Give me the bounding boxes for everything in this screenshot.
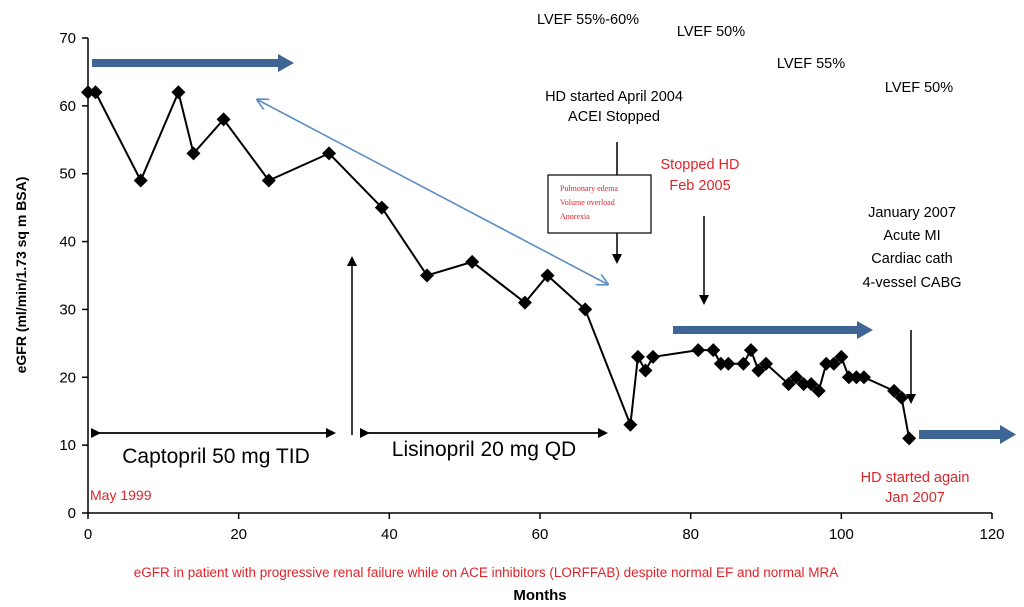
x-tick-label: 120 (979, 526, 1004, 543)
data-point (736, 356, 751, 371)
y-tick-label: 40 (59, 234, 76, 251)
thin-double-arrow (258, 100, 607, 284)
lisinopril-label: Lisinopril 20 mg QD (392, 438, 576, 461)
hd-again-line-2: Jan 2007 (885, 490, 945, 506)
data-point (691, 343, 706, 358)
ticks: 0 10 20 30 40 50 60 70 0 20 40 60 80 100 120 (59, 30, 1004, 543)
y-axis-title: eGFR (ml/min/1.73 sq m BSA) (13, 177, 29, 374)
symptom-line-3: Anorexia (560, 212, 590, 221)
caption: eGFR in patient with progressive renal f… (134, 565, 839, 580)
lvef-label-2: LVEF 50% (677, 24, 745, 40)
y-tick-label: 70 (59, 30, 76, 47)
data-point (804, 377, 819, 392)
data-point (638, 363, 653, 378)
jan-2007-line-2: Acute MI (883, 228, 940, 244)
data-point (887, 383, 902, 398)
data-point (796, 377, 811, 392)
jan-2007-line-1: January 2007 (868, 205, 956, 221)
thick-arrows (92, 54, 1016, 444)
data-point (517, 295, 532, 310)
data-point (789, 370, 804, 385)
stopped-hd-line-1: Stopped HD (661, 157, 740, 173)
data-point (630, 349, 645, 364)
y-tick-label: 50 (59, 166, 76, 183)
symptom-box: Pulmonary edema Volume overload Anorexia (547, 174, 652, 234)
may-1999-label: May 1999 (90, 487, 152, 503)
data-point (186, 146, 201, 161)
data-point (261, 173, 276, 188)
data-point (81, 85, 95, 100)
x-tick-label: 20 (230, 526, 247, 543)
data-point (743, 343, 758, 358)
data-point (133, 173, 148, 188)
lvef-label-3: LVEF 55% (777, 56, 845, 72)
y-tick-label: 10 (59, 437, 76, 454)
data-point (902, 431, 917, 446)
jan-2007-line-4: 4-vessel CABG (862, 275, 961, 291)
data-point (420, 268, 434, 283)
data-point (623, 417, 638, 432)
y-tick-label: 30 (59, 301, 76, 318)
hd-started-line-1: HD started April 2004 (545, 89, 683, 105)
x-tick-label: 60 (532, 526, 549, 543)
hd-started-line-2: ACEI Stopped (568, 109, 660, 125)
lvef-label-1: LVEF 55%-60% (537, 12, 639, 28)
symptom-line-1: Pulmonary edema (560, 184, 618, 193)
x-axis-title: Months (513, 587, 566, 604)
data-point (721, 356, 736, 371)
hd-again-line-1: HD started again (861, 470, 970, 486)
data-point (88, 85, 103, 100)
x-tick-label: 100 (829, 526, 854, 543)
captopril-label: Captopril 50 mg TID (122, 445, 310, 468)
egfr-line (88, 89, 911, 439)
y-tick-label: 20 (59, 369, 76, 386)
data-point (751, 363, 766, 378)
data-point (322, 146, 337, 161)
data-point (171, 85, 186, 100)
symptom-line-2: Volume overload (560, 198, 615, 207)
data-point (465, 254, 480, 269)
data-point (841, 370, 856, 385)
vertical-arrows (347, 142, 916, 435)
jan-2007-line-3: Cardiac cath (871, 251, 952, 267)
egfr-markers (81, 85, 917, 446)
data-point (706, 343, 721, 358)
x-tick-label: 40 (381, 526, 398, 543)
y-tick-label: 60 (59, 98, 76, 115)
data-point (856, 370, 871, 385)
thick-arrow-top (92, 54, 294, 72)
data-point (781, 377, 796, 392)
lvef-label-4: LVEF 50% (885, 80, 953, 96)
data-point (849, 370, 864, 385)
thick-arrow-middle (673, 321, 873, 339)
data-point (811, 383, 826, 398)
y-tick-label: 0 (68, 505, 76, 522)
data-point (540, 268, 555, 283)
data-point (646, 349, 660, 364)
thick-arrow-right (919, 425, 1016, 444)
data-point (713, 356, 728, 371)
data-point (819, 356, 834, 371)
data-point (216, 112, 231, 127)
data-point (759, 356, 773, 371)
data-point (834, 349, 849, 364)
data-point (374, 200, 389, 215)
x-tick-label: 0 (84, 526, 92, 543)
stopped-hd-line-2: Feb 2005 (669, 178, 730, 194)
x-tick-label: 80 (682, 526, 699, 543)
data-point (894, 390, 909, 405)
data-point (578, 302, 593, 317)
data-point (826, 356, 841, 371)
